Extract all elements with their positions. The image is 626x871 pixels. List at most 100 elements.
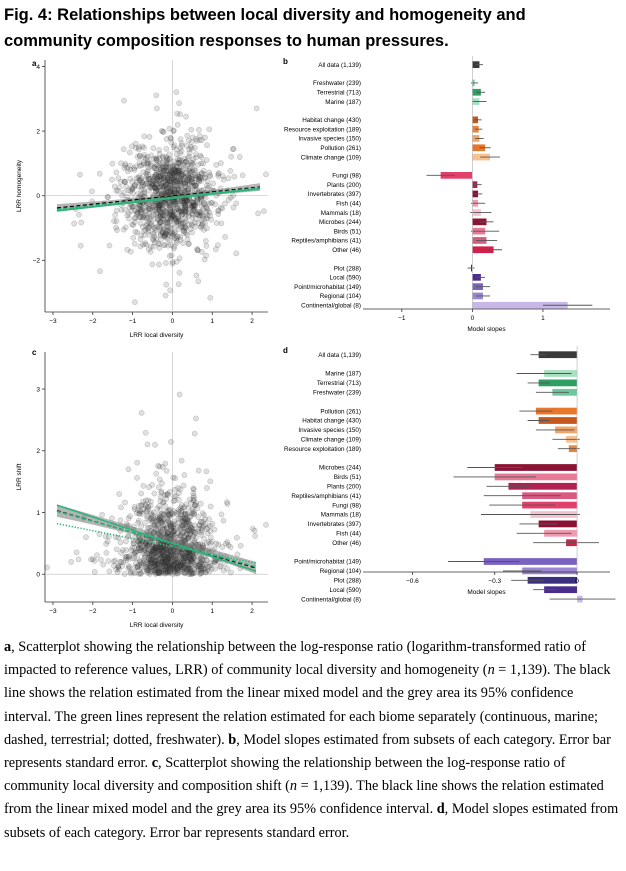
scatter-point — [164, 227, 171, 233]
scatter-point — [151, 224, 158, 231]
scatter-point — [204, 215, 211, 222]
scatter-point — [141, 144, 147, 151]
scatter-point — [182, 158, 189, 165]
scatter-point — [164, 201, 171, 208]
scatter-point — [190, 497, 197, 504]
scatter-point — [145, 218, 151, 225]
scatter-point — [236, 154, 243, 160]
scatter-point — [185, 186, 192, 192]
scatter-point — [154, 178, 161, 184]
scatter-point — [156, 169, 162, 175]
scatter-point — [153, 470, 159, 477]
scatter-point — [156, 177, 163, 183]
scatter-point — [168, 175, 175, 181]
figure-panels: a b c d −3 −2 −1 0 1 2 −2 0 2 4 LRR local diversity LRR… — [16, 56, 616, 629]
scatter-point — [120, 226, 127, 233]
scatter-point — [215, 207, 222, 214]
scatter-point — [191, 219, 198, 226]
scatter-point — [164, 181, 170, 188]
scatter-point — [168, 215, 175, 222]
scatter-point — [190, 199, 196, 205]
scatter-point — [166, 178, 173, 185]
slope-bar — [440, 172, 473, 179]
scatter-point — [140, 482, 147, 489]
bar-panel-d: All data (1,139) Marine (187) Terrestrial … — [284, 346, 616, 603]
scatter-points — [44, 391, 269, 578]
category-label: Marine (187) — [325, 371, 361, 378]
scatter-point — [251, 527, 258, 534]
scatter-point — [182, 203, 189, 209]
scatter-point — [94, 552, 100, 559]
scatter-point — [164, 177, 171, 183]
scatter-point — [173, 240, 180, 246]
scatter-point — [147, 178, 154, 185]
scatter-point — [144, 160, 150, 167]
scatter-point — [156, 187, 163, 194]
scatter-point — [145, 226, 151, 232]
scatter-point — [180, 227, 187, 234]
scatter-point — [128, 547, 135, 554]
scatter-point — [261, 208, 267, 214]
scatter-point — [139, 179, 145, 186]
scatter-point — [116, 184, 123, 191]
category-label: Invertebrates (397) — [308, 191, 361, 198]
scatter-point — [155, 206, 162, 213]
scatter-point — [175, 160, 182, 166]
scatter-point — [124, 246, 130, 253]
scatter-point — [182, 197, 189, 204]
category-label: Climate change (109) — [301, 437, 361, 444]
scatter-point — [127, 570, 134, 577]
scatter-point — [200, 160, 206, 167]
scatter-point — [151, 184, 158, 191]
scatter-point — [199, 510, 206, 516]
scatter-point — [204, 485, 210, 491]
scatter-point — [183, 230, 189, 236]
category-label: Freshwater (239) — [313, 80, 361, 87]
scatter-point — [161, 232, 167, 239]
scatter-point — [174, 200, 181, 206]
scatter-point — [194, 199, 200, 206]
scatter-point — [170, 565, 177, 572]
scatter-point — [152, 181, 159, 188]
scatter-point — [203, 209, 210, 215]
scatter-point — [152, 188, 159, 194]
scatter-point — [185, 172, 192, 179]
scatter-point — [193, 154, 199, 161]
scatter-point — [96, 170, 103, 177]
scatter-point — [160, 225, 167, 232]
scatter-point — [131, 165, 137, 172]
scatter-point — [180, 200, 186, 206]
scatter-point — [163, 188, 169, 194]
scatter-point — [148, 180, 154, 187]
scatter-point — [189, 210, 196, 217]
scatter-point — [172, 201, 179, 207]
scatter-point — [200, 199, 207, 206]
scatter-point — [156, 220, 162, 227]
scatter-point — [193, 173, 200, 180]
scatter-point — [182, 206, 188, 213]
scatter-point — [167, 208, 174, 215]
x-tick-label: −1 — [398, 315, 406, 322]
scatter-point — [153, 155, 159, 162]
scatter-point — [134, 475, 140, 481]
scatter-point — [175, 185, 181, 192]
scatter-point — [154, 105, 160, 112]
scatter-point — [173, 218, 180, 225]
scatter-point — [132, 215, 138, 222]
scatter-point — [171, 168, 178, 175]
scatter-point — [182, 207, 188, 213]
scatter-point — [215, 242, 221, 248]
scatter-point — [134, 563, 141, 570]
scatter-point — [155, 202, 162, 209]
scatter-point — [227, 544, 234, 550]
scatter-point — [170, 245, 177, 252]
scatter-point — [132, 560, 139, 567]
scatter-point — [239, 172, 246, 179]
scatter-point — [172, 174, 178, 180]
scatter-point — [171, 243, 177, 250]
category-label: Regional (104) — [320, 293, 361, 300]
scatter-point — [143, 559, 150, 566]
scatter-point — [180, 198, 186, 205]
scatter-point — [162, 186, 169, 193]
scatter-point — [169, 230, 175, 237]
